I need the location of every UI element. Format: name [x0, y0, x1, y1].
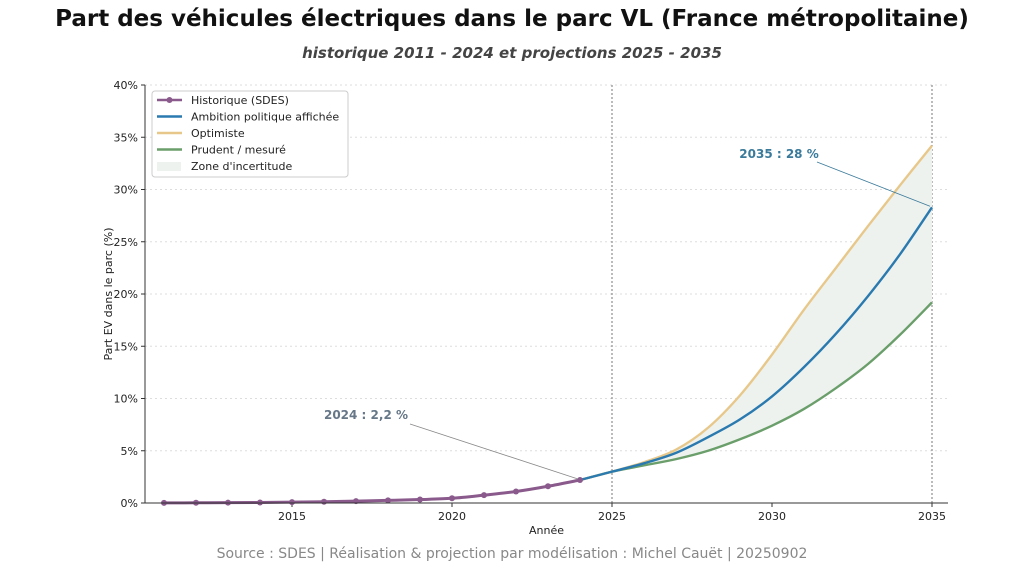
y-tick-label: 20%	[114, 288, 138, 301]
data-point	[577, 477, 583, 484]
data-point	[321, 498, 327, 505]
y-tick-label: 25%	[114, 236, 138, 249]
data-point	[289, 499, 295, 506]
legend-label: Historique (SDES)	[191, 94, 289, 107]
legend-label: Prudent / mesuré	[191, 144, 286, 157]
legend-label: Optimiste	[191, 127, 245, 140]
x-tick-label: 2030	[758, 510, 786, 523]
annotation-2024: 2024 : 2,2 %	[324, 408, 408, 422]
legend-marker	[166, 97, 173, 103]
series-line-1	[579, 206, 933, 482]
x-tick-label: 2025	[598, 510, 626, 523]
y-tick-label: 5%	[121, 445, 138, 458]
data-point	[513, 488, 519, 495]
data-point	[545, 483, 551, 490]
x-tick-label: 2020	[438, 510, 466, 523]
data-point	[385, 497, 391, 504]
y-tick-label: 0%	[121, 497, 138, 510]
data-point	[449, 495, 455, 502]
uncertainty-band	[580, 145, 932, 481]
data-point	[257, 499, 263, 506]
y-tick-label: 10%	[114, 393, 138, 406]
legend-label: Ambition politique affichée	[191, 111, 339, 124]
x-axis-label: Année	[529, 524, 564, 537]
data-point	[481, 492, 487, 499]
chart-title: Part des véhicules électriques dans le p…	[55, 6, 969, 32]
y-tick-label: 30%	[114, 184, 138, 197]
annotation-arrow	[816, 161, 931, 207]
legend	[151, 90, 349, 178]
legend-swatch	[157, 162, 181, 171]
series-line-3	[579, 301, 933, 482]
annotation-2035: 2035 : 28 %	[739, 147, 818, 161]
y-axis-label: Part EV dans le parc (%)	[102, 227, 115, 360]
data-point	[417, 496, 423, 503]
annotation-arrow	[409, 423, 579, 480]
legend-label: Zone d'incertitude	[191, 160, 293, 173]
x-tick-label: 2015	[278, 510, 306, 523]
x-tick-label: 2035	[918, 510, 946, 523]
source-note: Source : SDES | Réalisation & projection…	[216, 546, 808, 562]
y-tick-label: 35%	[114, 131, 138, 144]
y-tick-label: 40%	[114, 79, 138, 92]
chart-subtitle: historique 2011 - 2024 et projections 20…	[302, 44, 722, 62]
y-tick-label: 15%	[114, 340, 138, 353]
